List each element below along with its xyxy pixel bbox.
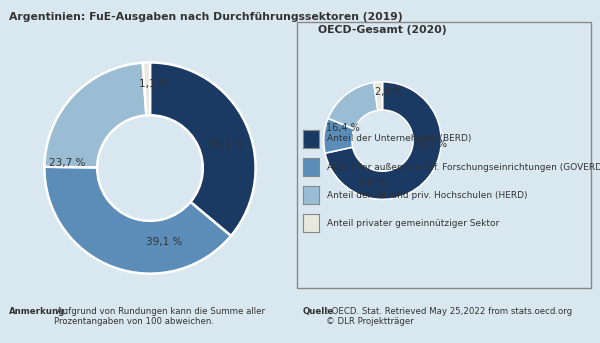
- Text: 9,6 %: 9,6 %: [358, 178, 386, 188]
- Text: Anmerkung:: Anmerkung:: [9, 307, 69, 316]
- Wedge shape: [374, 82, 383, 110]
- Wedge shape: [150, 62, 256, 236]
- Text: Anteil der Unternehmen (BERD): Anteil der Unternehmen (BERD): [327, 134, 472, 143]
- Text: 39,1 %: 39,1 %: [146, 237, 182, 247]
- Wedge shape: [324, 118, 354, 153]
- Wedge shape: [328, 83, 378, 129]
- Text: 23,7 %: 23,7 %: [49, 158, 86, 168]
- Text: Anteil privater gemeinnütziger Sektor: Anteil privater gemeinnütziger Sektor: [327, 219, 499, 228]
- Wedge shape: [143, 62, 150, 115]
- Text: Anteil der öff. und priv. Hochschulen (HERD): Anteil der öff. und priv. Hochschulen (H…: [327, 191, 527, 200]
- Text: Anteil der außeruniv. öff. Forschungseinrichtungen (GOVERD): Anteil der außeruniv. öff. Forschungsein…: [327, 163, 600, 172]
- Text: 16,4 %: 16,4 %: [326, 123, 359, 133]
- Wedge shape: [44, 63, 146, 167]
- Text: 36,1 %: 36,1 %: [208, 140, 244, 150]
- Text: Quelle: Quelle: [303, 307, 334, 316]
- Wedge shape: [325, 82, 441, 199]
- Text: 1,1 %: 1,1 %: [139, 79, 169, 88]
- Text: 71,5 %: 71,5 %: [413, 139, 446, 149]
- Wedge shape: [44, 167, 231, 274]
- Text: : OECD. Stat. Retrieved May 25,2022 from stats.oecd.org
© DLR Projektträger: : OECD. Stat. Retrieved May 25,2022 from…: [326, 307, 572, 327]
- Text: Aufgrund von Rundungen kann die Summe aller
Prozentangaben von 100 abweichen.: Aufgrund von Rundungen kann die Summe al…: [54, 307, 265, 327]
- Text: OECD-Gesamt (2020): OECD-Gesamt (2020): [319, 25, 447, 35]
- Text: 2,4 %: 2,4 %: [374, 87, 402, 97]
- Text: Argentinien: FuE-Ausgaben nach Durchführungssektoren (2019): Argentinien: FuE-Ausgaben nach Durchführ…: [9, 12, 403, 22]
